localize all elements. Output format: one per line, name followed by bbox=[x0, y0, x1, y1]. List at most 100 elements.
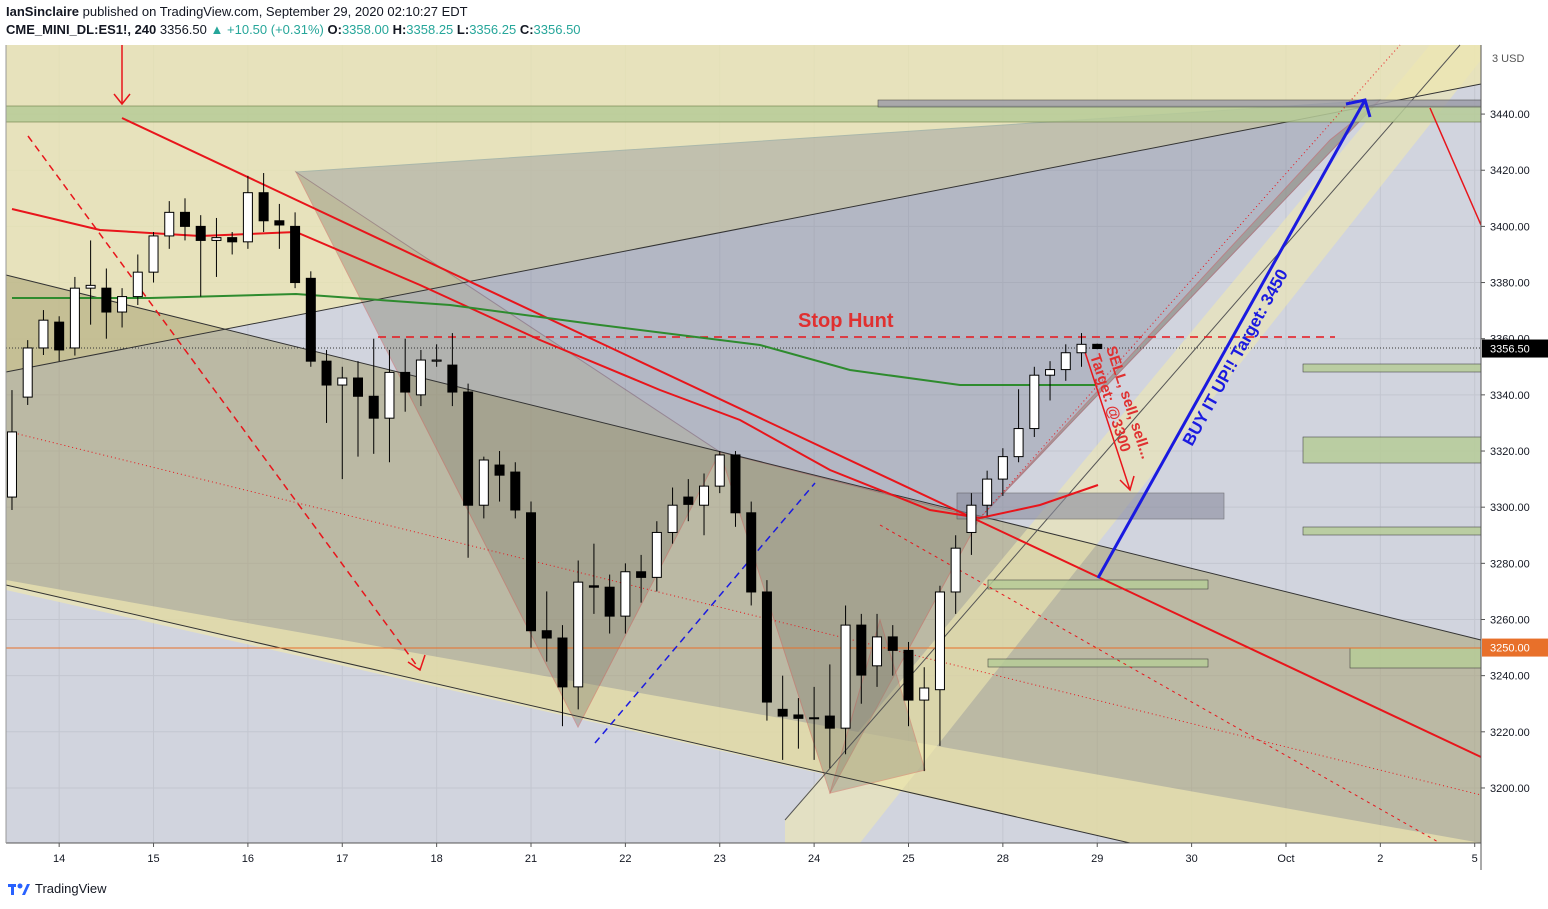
y-tick-label: 3200.00 bbox=[1490, 783, 1530, 795]
candle-body bbox=[195, 225, 206, 241]
label: C: bbox=[519, 22, 534, 37]
candle-body bbox=[164, 211, 175, 237]
candle-body bbox=[683, 496, 694, 505]
x-tick-label: 24 bbox=[808, 853, 820, 865]
candle-body bbox=[667, 504, 678, 533]
candle-body bbox=[101, 287, 112, 313]
price-axis bbox=[1481, 45, 1548, 870]
zone bbox=[877, 99, 1482, 108]
drawings bbox=[5, 44, 1482, 844]
candle-body bbox=[321, 360, 332, 386]
footer: TradingView bbox=[8, 881, 107, 896]
candle-body bbox=[1013, 428, 1024, 458]
candle-body bbox=[85, 284, 96, 289]
y-tick-label: 3340.00 bbox=[1490, 390, 1530, 402]
header: IanSinclaire published on TradingView.co… bbox=[6, 3, 581, 39]
last: 3356.50 bbox=[159, 22, 207, 37]
red-dotted bbox=[879, 524, 1441, 844]
candle-body bbox=[1029, 374, 1040, 430]
time-axis bbox=[0, 843, 1481, 870]
zone bbox=[1349, 647, 1482, 669]
x-tick-label: 14 bbox=[53, 853, 65, 865]
candle-body bbox=[274, 220, 285, 226]
value: 3358.25 bbox=[406, 22, 454, 37]
candle-body bbox=[510, 471, 521, 511]
candle-body bbox=[478, 459, 489, 506]
x-tick-label: 16 bbox=[242, 853, 254, 865]
candle-body bbox=[415, 359, 426, 396]
candle-body bbox=[494, 464, 505, 476]
candle-body bbox=[242, 192, 253, 243]
candle-body bbox=[824, 715, 835, 729]
candle-body bbox=[6, 431, 17, 498]
arrow-head bbox=[1345, 98, 1372, 118]
candle-body bbox=[117, 296, 128, 313]
symbol: CME_MINI_DL:ES1!, 240 bbox=[6, 22, 157, 37]
x-tick-label: 17 bbox=[336, 853, 348, 865]
candle-body bbox=[699, 485, 710, 506]
candle-body bbox=[761, 591, 772, 703]
trend-line bbox=[5, 274, 1482, 641]
candle-body bbox=[368, 395, 379, 419]
y-tick-label: 3400.00 bbox=[1490, 221, 1530, 233]
x-tick-label: 25 bbox=[902, 853, 914, 865]
candle-body bbox=[919, 687, 930, 701]
candle-body bbox=[557, 637, 568, 688]
candle-body bbox=[604, 586, 615, 617]
candle-body bbox=[809, 717, 820, 720]
candle-body bbox=[777, 708, 788, 717]
candle-body bbox=[148, 235, 159, 273]
candle-body bbox=[69, 287, 80, 349]
candle-body bbox=[793, 714, 804, 719]
red-line bbox=[1429, 107, 1482, 226]
value: 3356.25 bbox=[469, 22, 517, 37]
price-label: 3356.50 bbox=[1490, 344, 1530, 356]
zone bbox=[1302, 526, 1482, 536]
rising-band bbox=[785, 45, 1481, 843]
x-tick-label: 18 bbox=[431, 853, 443, 865]
candle-body bbox=[541, 630, 552, 639]
trend-line bbox=[784, 44, 1461, 821]
candle-body bbox=[840, 624, 851, 729]
price-label-box bbox=[1482, 339, 1548, 358]
value: 3356.50 bbox=[533, 22, 581, 37]
blue-dashed bbox=[594, 482, 816, 744]
y-tick-label: 3440.00 bbox=[1490, 109, 1530, 121]
candle-body bbox=[1076, 343, 1087, 354]
candle-body bbox=[227, 237, 238, 243]
candle-body bbox=[54, 321, 65, 351]
candle-body bbox=[179, 211, 190, 227]
zone bbox=[987, 658, 1209, 668]
candle-body bbox=[982, 478, 993, 506]
trend-line bbox=[5, 83, 1482, 373]
price-label: 3250.00 bbox=[1490, 643, 1530, 655]
y-tick-label: 3380.00 bbox=[1490, 278, 1530, 290]
candle-body bbox=[1092, 343, 1103, 350]
candle-body bbox=[290, 225, 301, 284]
x-tick-label: 22 bbox=[619, 853, 631, 865]
candle-body bbox=[22, 347, 33, 398]
candle-body bbox=[132, 271, 143, 298]
candle-body bbox=[337, 377, 348, 386]
pattern-small bbox=[829, 618, 926, 794]
candle-body bbox=[620, 571, 631, 617]
y-tick-label: 3320.00 bbox=[1490, 446, 1530, 458]
x-tick-label: 23 bbox=[714, 853, 726, 865]
value: 3358.00 bbox=[341, 22, 389, 37]
x-tick-label: 30 bbox=[1185, 853, 1197, 865]
red-dotted bbox=[9, 431, 1482, 796]
candle-body bbox=[856, 624, 867, 676]
arrow-head bbox=[407, 654, 426, 672]
buy-arrow bbox=[1096, 99, 1367, 579]
candle-body bbox=[903, 649, 914, 701]
logo bbox=[8, 883, 30, 895]
y-tick-label: 3300.00 bbox=[1490, 502, 1530, 514]
change: +10.50 (+0.31%) bbox=[227, 22, 324, 37]
red-dotted bbox=[979, 44, 1401, 519]
candle-body bbox=[636, 571, 647, 578]
y-tick-label: 3240.00 bbox=[1490, 671, 1530, 683]
published: published on TradingView.com, September … bbox=[82, 4, 468, 19]
candle-body bbox=[38, 319, 49, 349]
candle-body bbox=[258, 192, 269, 222]
candle-body bbox=[305, 277, 316, 362]
